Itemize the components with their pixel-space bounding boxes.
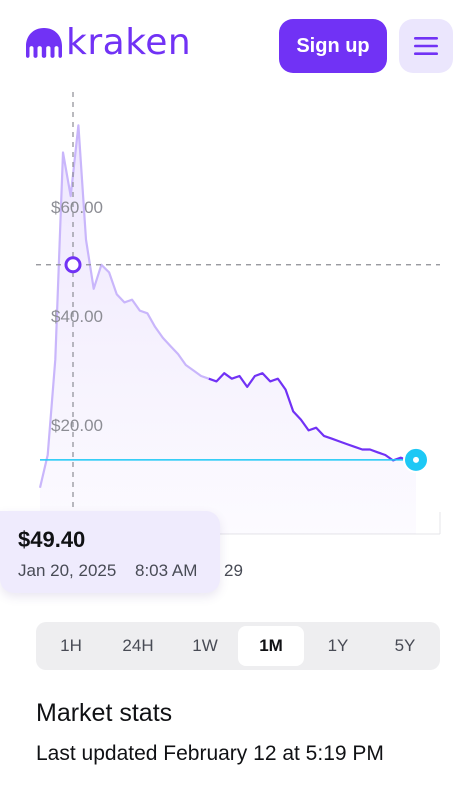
kraken-logo[interactable]: kraken [24, 22, 192, 63]
hover-point-marker[interactable] [64, 256, 82, 274]
y-tick-label: $20.00 [51, 416, 103, 435]
logo-wordmark: kraken [66, 22, 192, 63]
menu-button[interactable] [399, 19, 453, 73]
price-tooltip: $49.40 Jan 20, 2025 8:03 AM [0, 511, 220, 593]
chart-line-series [208, 372, 417, 462]
range-tab-1y[interactable]: 1Y [327, 636, 349, 655]
tooltip-time: 8:03 AM [135, 561, 198, 580]
range-tab-1w[interactable]: 1W [192, 636, 218, 655]
y-tick-label: $60.00 [51, 198, 103, 217]
kraken-logo-icon [26, 28, 62, 58]
range-tab-24h[interactable]: 24H [122, 636, 154, 655]
chart-line-past [38, 124, 210, 488]
chart-area-fill [40, 125, 416, 535]
y-axis-ticks: $60.00 $40.00 $20.00 [51, 198, 103, 435]
last-updated-text: Last updated February 12 at 5:19 PM [36, 742, 384, 765]
range-tab-1h[interactable]: 1H [60, 636, 82, 655]
y-tick-label: $40.00 [51, 307, 103, 326]
sign-up-button[interactable]: Sign up [279, 19, 387, 73]
x-axis-tick-label: 29 [224, 561, 243, 580]
tooltip-date: Jan 20, 2025 [18, 561, 117, 580]
range-tab-5y[interactable]: 5Y [394, 636, 416, 655]
header: kraken Sign up [0, 0, 476, 92]
tooltip-price: $49.40 [18, 527, 86, 552]
price-chart[interactable]: $60.00 $40.00 $20.00 [0, 92, 476, 552]
time-range-selector: 1H 24H 1W 1M 1Y 5Y [36, 622, 440, 670]
range-tab-1m[interactable]: 1M [238, 626, 304, 666]
market-stats-title: Market stats [36, 699, 173, 727]
current-price-marker-dot [413, 456, 419, 463]
hamburger-menu-icon [414, 37, 438, 55]
